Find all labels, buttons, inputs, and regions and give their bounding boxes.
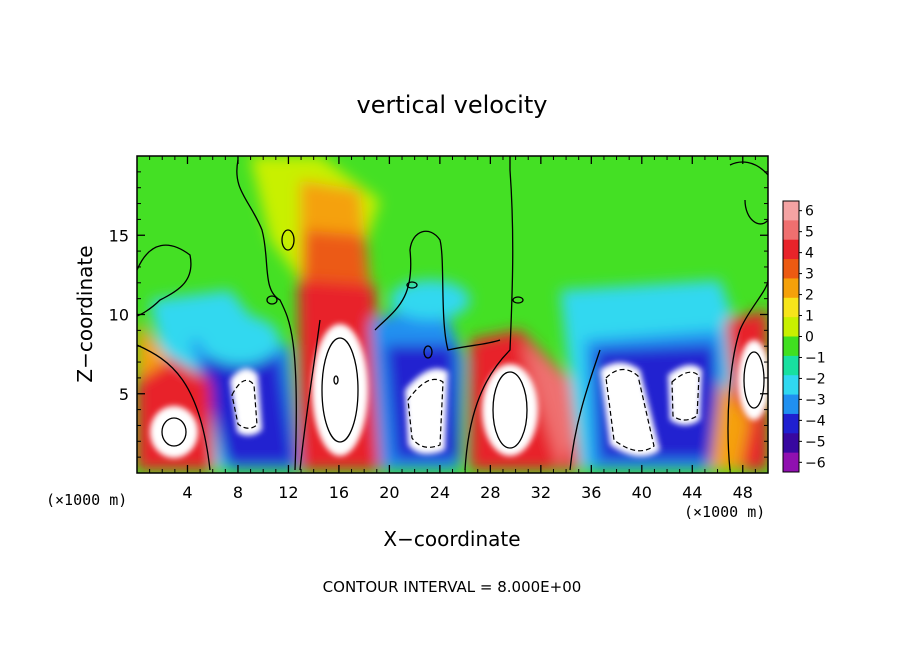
contour-interval-label: CONTOUR INTERVAL = 8.000E+00 [323, 578, 582, 596]
x-axis-label: X−coordinate [383, 527, 520, 551]
x-unit-left: (×1000 m) [46, 491, 127, 509]
colorbar-swatch [783, 239, 799, 260]
colorbar-swatch [783, 375, 799, 396]
x-tick-label: 44 [682, 483, 702, 502]
colorbar-swatch [783, 355, 799, 376]
contour-lines [137, 156, 768, 471]
y-tick-label: 10 [109, 306, 129, 325]
colorbar-label: −4 [805, 413, 826, 429]
colorbar-swatch [783, 278, 799, 299]
colorbar-label: 6 [805, 204, 814, 220]
colorbar-label: −3 [805, 392, 826, 408]
x-tick-label: 20 [379, 483, 399, 502]
colorbar-swatch [783, 317, 799, 337]
x-tick-label: 48 [733, 483, 753, 502]
colorbar-swatch [783, 297, 799, 318]
colorbar-swatch [783, 220, 799, 241]
colorbar-swatch [783, 433, 799, 454]
chart-title: vertical velocity [357, 91, 548, 119]
colorbar-label: 4 [805, 246, 814, 262]
colorbar-swatch [783, 452, 799, 473]
colorbar-label: 5 [805, 225, 814, 241]
x-tick-label: 32 [531, 483, 551, 502]
x-tick-label: 28 [480, 483, 500, 502]
colorbar-label: 1 [805, 309, 814, 325]
colorbar-label: 3 [805, 267, 814, 283]
colorbar-swatch [783, 394, 799, 415]
x-tick-label: 24 [430, 483, 450, 502]
y-tick-label: 15 [109, 226, 129, 245]
colorbar-label: 0 [805, 330, 814, 346]
x-tick-label: 16 [329, 483, 349, 502]
colorbar-swatch [783, 201, 799, 221]
dashed-contours [231, 368, 700, 452]
x-unit-right: (×1000 m) [684, 503, 765, 521]
y-axis-ticks: 5 10 15 [109, 171, 768, 458]
y-tick-label: 5 [119, 385, 129, 404]
colorbar-label: −5 [805, 434, 826, 450]
colorbar-label: −2 [805, 371, 826, 387]
x-tick-label: 4 [182, 483, 192, 502]
colorbar-label: −1 [805, 350, 826, 366]
x-axis-ticks: 4 8 12 16 20 24 28 32 36 40 44 48 [149, 156, 756, 502]
colorbar-swatch [783, 336, 799, 357]
x-tick-label: 12 [278, 483, 298, 502]
x-tick-label: 40 [632, 483, 652, 502]
colorbar-label: −6 [805, 455, 826, 471]
colorbar: 6 5 4 3 2 1 0 −1 −2 −3 −4 −5 −6 [782, 200, 826, 473]
colorbar-swatch [783, 413, 799, 434]
colorbar-label: 2 [805, 288, 814, 304]
plot-area [137, 156, 768, 473]
y-axis-label: Z−coordinate [73, 245, 97, 382]
colorbar-swatch [783, 259, 799, 279]
x-tick-label: 8 [233, 483, 243, 502]
x-tick-label: 36 [581, 483, 601, 502]
